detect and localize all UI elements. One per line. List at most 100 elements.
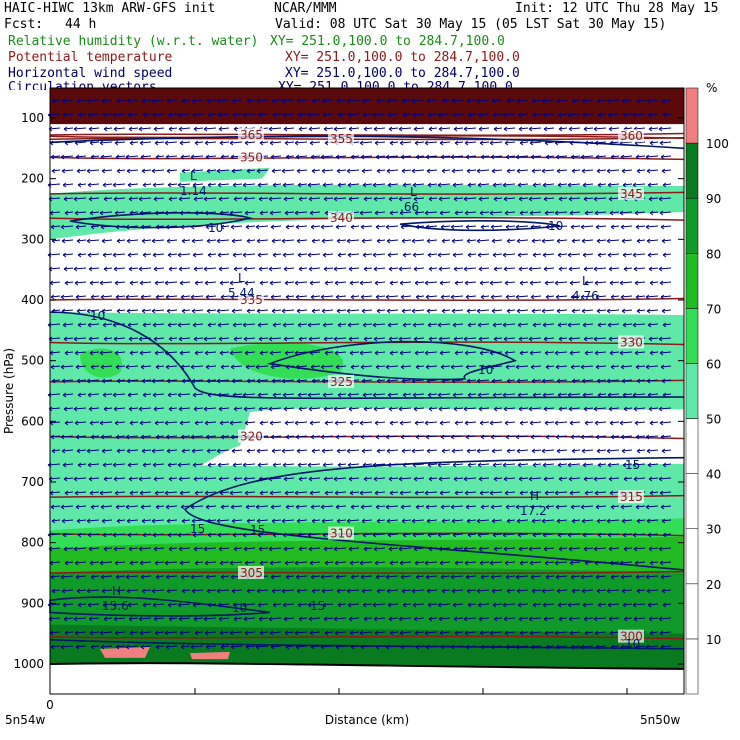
circulation-vector-1862 xyxy=(544,630,555,636)
circulation-vector-370 xyxy=(493,196,503,202)
field-xy-rh: XY= 251.0,100.0 to 284.7,100.0 xyxy=(270,34,505,49)
circulation-vector-972 xyxy=(206,378,217,384)
circulation-vector-1627 xyxy=(609,560,620,566)
circulation-vector-1523 xyxy=(502,532,516,538)
circulation-vector-1252 xyxy=(102,462,113,468)
circulation-vector-357 xyxy=(323,196,334,202)
circulation-vector-29 xyxy=(426,98,438,104)
circulation-vector-1309 xyxy=(218,476,230,482)
circulation-vector-8 xyxy=(151,98,165,104)
circulation-vector-1295 xyxy=(662,462,672,468)
circulation-vector-540 xyxy=(207,252,217,258)
circulation-vector-119 xyxy=(348,126,360,132)
circulation-vector-1223 xyxy=(346,448,360,454)
circulation-vector-556 xyxy=(412,252,425,258)
circulation-vector-1603 xyxy=(294,560,308,566)
circulation-vector-1038 xyxy=(437,392,451,398)
circulation-vector-1637 xyxy=(115,574,126,580)
circulation-vector-1530 xyxy=(597,532,607,538)
circulation-vector-572 xyxy=(622,252,633,258)
circulation-vector-1461 xyxy=(321,518,334,524)
circulation-vector-1350 xyxy=(129,490,139,496)
circulation-vector-1283 xyxy=(502,462,516,468)
circulation-vector-470 xyxy=(545,224,555,230)
circulation-vector-176 xyxy=(464,140,477,146)
circulation-vector-1623 xyxy=(554,560,568,566)
circulation-vector-1594 xyxy=(179,560,191,566)
circulation-vector-529 xyxy=(62,252,74,258)
circulation-vector-1346 xyxy=(74,490,87,496)
circulation-vector-1445 xyxy=(116,518,126,524)
circulation-vector-1586 xyxy=(74,560,87,566)
circulation-vector-940 xyxy=(415,364,425,370)
circulation-vector-152 xyxy=(154,140,165,146)
circulation-vector-992 xyxy=(466,378,477,384)
circulation-vector-88 xyxy=(567,112,581,118)
wind-speed-label-1: 10 xyxy=(548,219,563,233)
circulation-vector-793 xyxy=(372,322,386,328)
circulation-vector-1526 xyxy=(542,532,555,538)
circulation-vector-1812 xyxy=(518,616,529,622)
circulation-vector-998 xyxy=(541,378,555,384)
circulation-vector-362 xyxy=(388,196,399,202)
circulation-vector-803 xyxy=(502,322,516,328)
circulation-vector-1192 xyxy=(570,434,581,440)
circulation-vector-765 xyxy=(636,308,646,314)
circulation-vector-1907 xyxy=(505,644,516,650)
circulation-vector-638 xyxy=(229,280,243,286)
colorbar-label-60: 60 xyxy=(706,357,721,371)
theta-label-bg xyxy=(238,150,264,164)
circulation-vector-1702 xyxy=(336,588,347,594)
circulation-vector-1011 xyxy=(87,392,100,398)
circulation-vector-553 xyxy=(372,252,386,258)
circulation-vector-1582 xyxy=(648,546,659,552)
circulation-vector-234 xyxy=(595,154,607,160)
circulation-vector-1513 xyxy=(372,532,386,538)
circulation-vector-493 xyxy=(216,238,230,244)
circulation-vector-1279 xyxy=(452,462,464,468)
circulation-vector-297 xyxy=(167,182,178,188)
circulation-vector-1654 xyxy=(335,574,347,580)
wind-speed-label-4: 10 xyxy=(232,601,247,615)
circulation-vector-341 xyxy=(113,196,126,202)
circulation-vector-748 xyxy=(411,308,425,314)
circulation-vector-1343 xyxy=(658,476,672,482)
circulation-vector-177 xyxy=(479,140,490,146)
circulation-vector-202 xyxy=(180,154,191,160)
circulation-vector-1292 xyxy=(622,462,633,468)
circulation-vector-836 xyxy=(308,336,321,342)
circulation-vector-1228 xyxy=(411,448,425,454)
circulation-vector-509 xyxy=(426,238,438,244)
circulation-vector-415 xyxy=(454,210,464,216)
circulation-vector-129 xyxy=(478,126,490,132)
circulation-vector-552 xyxy=(362,252,373,258)
circulation-vector-431 xyxy=(659,210,672,216)
circulation-vector-1681 xyxy=(61,588,74,594)
circulation-vector-1097 xyxy=(583,406,594,412)
circulation-vector-15 xyxy=(246,98,256,104)
circulation-vector-703 xyxy=(450,294,464,300)
circulation-vector-1014 xyxy=(127,392,139,398)
circulation-vector-1630 xyxy=(649,560,659,566)
circulation-vector-34 xyxy=(491,98,503,104)
circulation-vector-428 xyxy=(619,210,633,216)
circulation-vector-1358 xyxy=(229,490,243,496)
circulation-vector-729 xyxy=(166,308,178,314)
circulation-vector-654 xyxy=(439,280,451,286)
circulation-vector-250 xyxy=(181,168,191,174)
circulation-vector-241 xyxy=(61,168,74,174)
circulation-vector-1039 xyxy=(452,392,464,398)
forecast-label: Fcst: xyxy=(4,17,44,32)
circulation-vector-246 xyxy=(126,168,139,174)
circulation-vector-581 xyxy=(113,266,126,272)
circulation-vector-121 xyxy=(373,126,386,132)
circulation-vector-568 xyxy=(567,252,581,258)
circulation-vector-1322 xyxy=(388,476,399,482)
colorbar-swatch-0 xyxy=(685,638,699,695)
circulation-vector-130 xyxy=(493,126,503,132)
circulation-vector-1673 xyxy=(580,574,594,580)
circulation-vector-1782 xyxy=(128,616,139,622)
circulation-vector-439 xyxy=(140,224,152,230)
circulation-vector-1229 xyxy=(426,448,438,454)
circulation-vector-1201 xyxy=(61,448,74,454)
